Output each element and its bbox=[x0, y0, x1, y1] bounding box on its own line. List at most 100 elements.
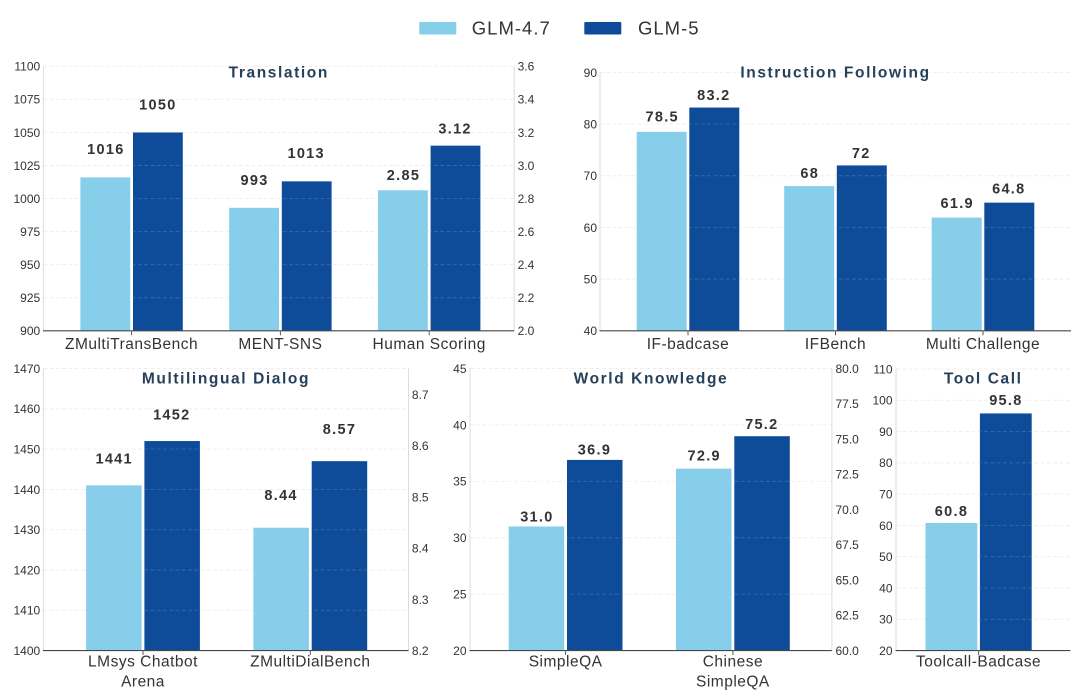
svg-text:60: 60 bbox=[584, 221, 598, 235]
svg-text:1016: 1016 bbox=[87, 142, 124, 158]
svg-text:SimpleQA: SimpleQA bbox=[696, 674, 770, 691]
svg-text:MENT-SNS: MENT-SNS bbox=[238, 336, 322, 353]
svg-text:80: 80 bbox=[879, 456, 893, 470]
svg-text:ZMultiDialBench: ZMultiDialBench bbox=[250, 653, 370, 670]
svg-text:925: 925 bbox=[20, 291, 40, 305]
svg-text:8.5: 8.5 bbox=[412, 490, 429, 504]
svg-text:1025: 1025 bbox=[13, 159, 40, 173]
svg-text:70.0: 70.0 bbox=[836, 503, 860, 517]
svg-text:78.5: 78.5 bbox=[645, 110, 678, 126]
svg-text:90: 90 bbox=[879, 425, 893, 439]
svg-text:8.7: 8.7 bbox=[412, 388, 429, 402]
svg-text:8.2: 8.2 bbox=[412, 644, 429, 658]
svg-text:2.6: 2.6 bbox=[518, 225, 535, 239]
svg-text:8.3: 8.3 bbox=[412, 593, 429, 607]
svg-text:2.85: 2.85 bbox=[387, 168, 420, 184]
svg-text:GLM-4.7: GLM-4.7 bbox=[472, 18, 551, 39]
svg-text:SimpleQA: SimpleQA bbox=[529, 653, 603, 670]
svg-text:1075: 1075 bbox=[13, 93, 40, 107]
svg-text:30: 30 bbox=[453, 531, 467, 545]
svg-text:993: 993 bbox=[241, 173, 269, 189]
svg-text:60: 60 bbox=[879, 519, 893, 533]
svg-text:100: 100 bbox=[872, 394, 892, 408]
svg-text:50: 50 bbox=[584, 272, 598, 286]
svg-text:2.4: 2.4 bbox=[518, 258, 535, 272]
svg-text:1410: 1410 bbox=[13, 604, 40, 618]
svg-text:80: 80 bbox=[584, 117, 598, 131]
svg-text:Toolcall-Badcase: Toolcall-Badcase bbox=[916, 653, 1041, 670]
svg-text:64.8: 64.8 bbox=[992, 181, 1025, 197]
svg-text:20: 20 bbox=[453, 644, 467, 658]
svg-text:1450: 1450 bbox=[13, 442, 40, 456]
svg-text:Human Scoring: Human Scoring bbox=[373, 336, 486, 353]
svg-text:1470: 1470 bbox=[13, 362, 40, 376]
svg-text:75.2: 75.2 bbox=[745, 417, 778, 433]
svg-text:1460: 1460 bbox=[13, 402, 40, 416]
svg-text:IFBench: IFBench bbox=[805, 336, 866, 353]
svg-text:975: 975 bbox=[20, 225, 40, 239]
svg-text:3.2: 3.2 bbox=[518, 126, 535, 140]
svg-text:62.5: 62.5 bbox=[836, 609, 860, 623]
svg-text:35: 35 bbox=[453, 475, 467, 489]
svg-text:77.5: 77.5 bbox=[836, 397, 860, 411]
svg-text:900: 900 bbox=[20, 324, 40, 338]
svg-text:2.8: 2.8 bbox=[518, 192, 535, 206]
svg-text:3.12: 3.12 bbox=[438, 122, 471, 138]
svg-text:25: 25 bbox=[453, 588, 467, 602]
svg-text:36.9: 36.9 bbox=[578, 443, 611, 459]
svg-text:72.9: 72.9 bbox=[687, 448, 720, 464]
svg-text:60.8: 60.8 bbox=[935, 504, 968, 520]
svg-text:50: 50 bbox=[879, 550, 893, 564]
svg-text:70: 70 bbox=[879, 488, 893, 502]
svg-text:Arena: Arena bbox=[121, 674, 165, 691]
svg-text:1400: 1400 bbox=[13, 644, 40, 658]
svg-text:1013: 1013 bbox=[287, 146, 324, 162]
svg-text:75.0: 75.0 bbox=[836, 432, 860, 446]
svg-text:40: 40 bbox=[879, 581, 893, 595]
svg-text:8.57: 8.57 bbox=[323, 422, 356, 438]
svg-text:Chinese: Chinese bbox=[703, 653, 763, 670]
svg-text:20: 20 bbox=[879, 644, 893, 658]
svg-text:40: 40 bbox=[453, 418, 467, 432]
svg-text:2.2: 2.2 bbox=[518, 291, 535, 305]
svg-text:1050: 1050 bbox=[13, 126, 40, 140]
svg-text:Multi Challenge: Multi Challenge bbox=[926, 336, 1040, 353]
svg-text:2.0: 2.0 bbox=[518, 324, 535, 338]
svg-text:1430: 1430 bbox=[13, 523, 40, 537]
svg-text:Tool Call: Tool Call bbox=[944, 370, 1023, 387]
svg-text:1420: 1420 bbox=[13, 563, 40, 577]
svg-text:72.5: 72.5 bbox=[836, 468, 860, 482]
svg-text:61.9: 61.9 bbox=[940, 196, 973, 212]
svg-text:8.44: 8.44 bbox=[264, 488, 297, 504]
svg-text:3.4: 3.4 bbox=[518, 93, 535, 107]
svg-text:World Knowledge: World Knowledge bbox=[574, 370, 729, 387]
svg-text:60.0: 60.0 bbox=[836, 644, 860, 658]
svg-text:80.0: 80.0 bbox=[836, 362, 860, 376]
svg-text:1440: 1440 bbox=[13, 483, 40, 497]
svg-text:90: 90 bbox=[584, 66, 598, 80]
svg-text:GLM-5: GLM-5 bbox=[638, 18, 700, 39]
svg-text:1452: 1452 bbox=[153, 408, 190, 424]
svg-text:IF-badcase: IF-badcase bbox=[647, 336, 730, 353]
svg-text:1000: 1000 bbox=[13, 192, 40, 206]
svg-text:95.8: 95.8 bbox=[989, 393, 1022, 409]
svg-text:ZMultiTransBench: ZMultiTransBench bbox=[65, 336, 198, 353]
svg-text:950: 950 bbox=[20, 258, 40, 272]
svg-text:31.0: 31.0 bbox=[520, 509, 553, 525]
svg-text:3.6: 3.6 bbox=[518, 60, 535, 74]
svg-text:3.0: 3.0 bbox=[518, 159, 535, 173]
svg-text:83.2: 83.2 bbox=[697, 88, 730, 104]
svg-text:70: 70 bbox=[584, 169, 598, 183]
svg-text:40: 40 bbox=[584, 324, 598, 338]
svg-text:110: 110 bbox=[873, 362, 892, 376]
svg-text:1441: 1441 bbox=[95, 451, 132, 467]
svg-text:Multilingual Dialog: Multilingual Dialog bbox=[142, 370, 310, 387]
svg-text:Translation: Translation bbox=[229, 65, 329, 82]
svg-text:65.0: 65.0 bbox=[836, 573, 860, 587]
svg-text:67.5: 67.5 bbox=[836, 538, 860, 552]
svg-text:45: 45 bbox=[453, 362, 467, 376]
svg-text:72: 72 bbox=[852, 146, 871, 162]
svg-text:1050: 1050 bbox=[139, 97, 176, 113]
svg-text:30: 30 bbox=[879, 613, 893, 627]
svg-text:LMsys Chatbot: LMsys Chatbot bbox=[88, 653, 198, 670]
